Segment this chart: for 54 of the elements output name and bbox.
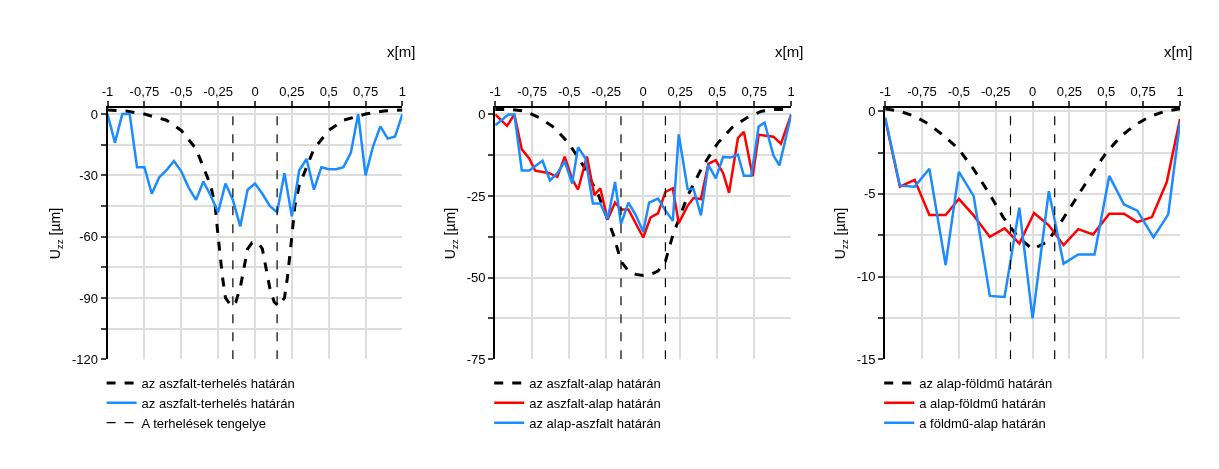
y-tick-label: -50 bbox=[466, 270, 486, 286]
x-tick-label: 0,25 bbox=[667, 83, 693, 99]
legend-label: az alap-földmű határán bbox=[919, 375, 1053, 391]
x-tick-label: -0,75 bbox=[129, 83, 160, 99]
legend-label: az alap-aszfalt határán bbox=[529, 415, 661, 431]
y-tick-label: -90 bbox=[79, 290, 98, 306]
x-tick-label: 1 bbox=[398, 83, 407, 99]
x-tick-label: -0,5 bbox=[170, 83, 193, 99]
x-tick-label: 0,25 bbox=[1056, 83, 1083, 99]
x-tick-label: 0,5 bbox=[319, 83, 338, 99]
x-tick-label: -1 bbox=[101, 83, 114, 99]
y-tick-label: -10 bbox=[856, 269, 876, 285]
x-tick-label: 0,5 bbox=[708, 83, 727, 99]
x-axis-title: x[m] bbox=[387, 43, 416, 60]
x-tick-label: 0 bbox=[639, 83, 647, 99]
y-tick-label: -30 bbox=[79, 167, 98, 183]
y-tick-label: -120 bbox=[71, 351, 98, 367]
x-tick-label: 0 bbox=[251, 83, 259, 99]
x-tick-label: -0,75 bbox=[907, 83, 937, 99]
y-tick-label: 0 bbox=[868, 103, 876, 119]
x-tick-label: -0,25 bbox=[591, 83, 622, 99]
x-tick-label: -1 bbox=[489, 83, 501, 99]
x-tick-label: 1 bbox=[787, 83, 795, 99]
legend-label: az aszfalt-terhelés határán bbox=[141, 375, 295, 391]
x-tick-label: -0,75 bbox=[517, 83, 547, 99]
x-tick-label: -0,25 bbox=[203, 83, 233, 99]
y-tick-label: -15 bbox=[856, 351, 876, 367]
y-tick-label: 0 bbox=[90, 106, 98, 122]
x-tick-label: -0,5 bbox=[557, 83, 581, 99]
line-series bbox=[885, 116, 1181, 320]
y-tick-label: -60 bbox=[79, 229, 98, 245]
legend-label: a alap-földmű határán bbox=[919, 395, 1046, 411]
legend-label: az aszfalt-terhelés határán bbox=[141, 395, 295, 411]
y-tick-label: -25 bbox=[466, 188, 486, 204]
x-tick-label: -1 bbox=[879, 83, 891, 99]
legend-label: az aszfalt-alap határán bbox=[529, 395, 661, 411]
x-tick-label: -0,25 bbox=[980, 83, 1011, 99]
x-tick-label: 0 bbox=[1028, 83, 1037, 99]
x-axis-title: x[m] bbox=[775, 43, 804, 60]
legend-label: a földmű-alap határán bbox=[919, 415, 1046, 431]
y-tick-label: 0 bbox=[478, 107, 486, 123]
line-series bbox=[107, 112, 403, 228]
y-tick-label: -75 bbox=[466, 351, 486, 367]
x-tick-label: 0,75 bbox=[741, 83, 767, 99]
legend-label: az aszfalt-alap határán bbox=[529, 375, 661, 391]
y-tick-label: -5 bbox=[864, 186, 876, 202]
x-tick-label: 0,75 bbox=[352, 83, 379, 99]
x-tick-label: -0,5 bbox=[947, 83, 971, 99]
x-tick-label: 1 bbox=[1176, 83, 1184, 99]
x-tick-label: 0,5 bbox=[1097, 83, 1116, 99]
x-tick-label: 0,25 bbox=[279, 83, 305, 99]
legend-label: A terhelések tengelye bbox=[141, 415, 266, 431]
x-axis-title: x[m] bbox=[1164, 43, 1193, 60]
x-tick-label: 0,75 bbox=[1130, 83, 1156, 99]
